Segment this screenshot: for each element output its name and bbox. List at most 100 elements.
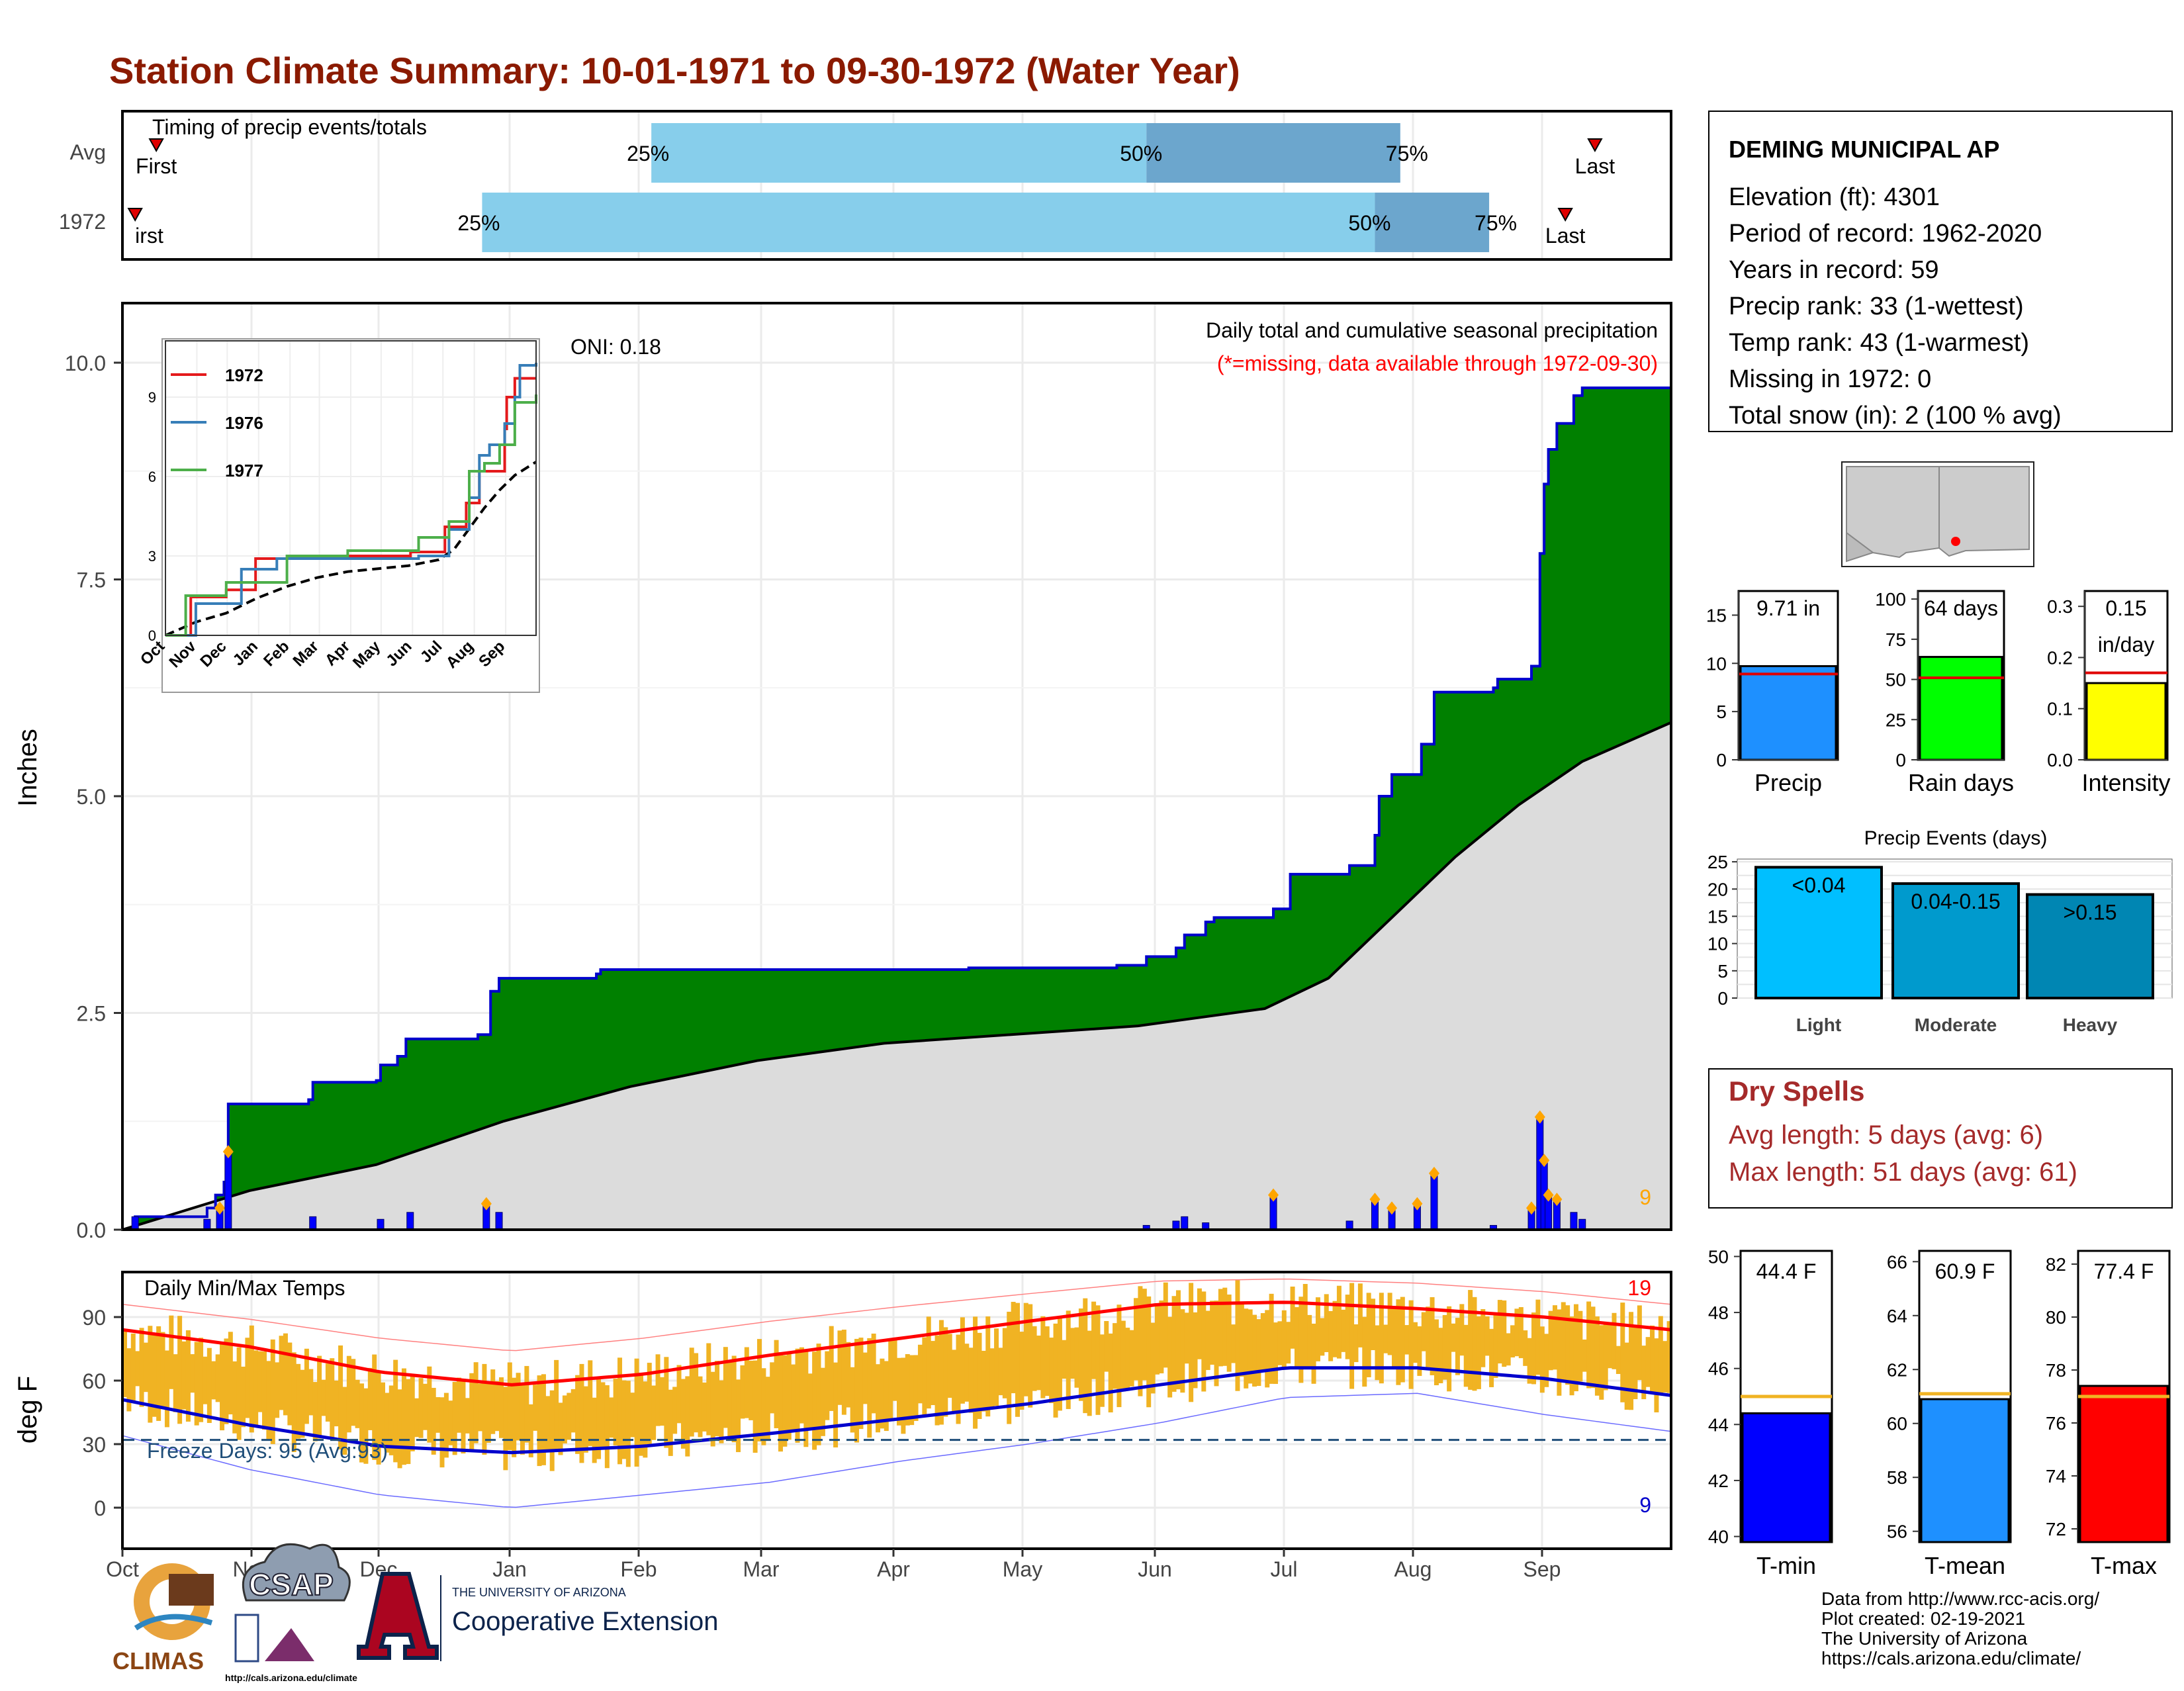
daily-temp-bar <box>1002 1328 1007 1398</box>
events-y-tick-label: 5 <box>1717 961 1728 982</box>
daily-temp-bar <box>630 1393 635 1438</box>
temp-summary-value-text: 77.4 F <box>2094 1259 2154 1283</box>
daily-temp-bar <box>909 1355 915 1426</box>
daily-temp-bar <box>203 1356 208 1404</box>
daily-temp-bar <box>1578 1310 1583 1382</box>
daily-temp-bar <box>1489 1328 1494 1387</box>
daily-temp-bar <box>1134 1298 1139 1381</box>
daily-temp-bar <box>1362 1316 1367 1387</box>
daily-temp-bar <box>499 1377 504 1438</box>
csap-logo: CSAP http://cals.arizona.edu/climate <box>225 1543 357 1683</box>
daily-temp-bar <box>761 1368 766 1445</box>
daily-temp-bar <box>892 1338 897 1401</box>
last-event-label: Last <box>1545 224 1586 248</box>
ua-logo: THE UNIVERSITY OF ARIZONA Cooperative Ex… <box>357 1572 718 1661</box>
events-y-tick-label: 15 <box>1707 906 1728 927</box>
daily-temp-bar <box>169 1315 174 1389</box>
daily-temp-bar <box>659 1377 664 1426</box>
temp-summary-tick-label: 46 <box>1708 1359 1729 1379</box>
daily-temp-bar <box>1120 1320 1126 1392</box>
csap-url-text: http://cals.arizona.edu/climate <box>225 1672 357 1683</box>
mini-bar-tick-label: 5 <box>1716 702 1727 722</box>
daily-temp-bar <box>312 1382 318 1441</box>
daily-temp-bar <box>985 1316 991 1417</box>
mini-bar-Precip <box>1739 665 1837 761</box>
daily-temp-bar <box>1641 1346 1647 1400</box>
daily-temp-bar <box>938 1320 944 1425</box>
daily-temp-bar <box>1345 1295 1350 1359</box>
season-totals-charts: 0 5 10 15 9.71 in Precip 0 25 50 75 100 64 days Rain… <box>1706 589 2171 796</box>
daily-temp-bar <box>533 1385 538 1431</box>
daily-temp-bar <box>1302 1283 1308 1367</box>
daily-temp-bar <box>457 1377 462 1433</box>
temp-avg-lines <box>122 1278 1672 1508</box>
timing-bars: 25% 50% 75% First Last 25% 50% 75% irst Last <box>127 123 1615 252</box>
daily-temp-bar <box>1620 1303 1625 1402</box>
mini-bar-tick-label: 25 <box>1886 709 1906 730</box>
daily-temp-bar <box>261 1351 267 1430</box>
events-y-tick-label: 10 <box>1707 934 1728 954</box>
daily-temp-bar <box>1565 1305 1570 1385</box>
mini-bar-tick-label: 0 <box>1716 750 1727 770</box>
daily-temp-bar <box>680 1379 686 1449</box>
daily-precip-rank-marker <box>214 1201 226 1215</box>
temp-panel: 0 30 60 90 deg F Daily Min/Max Temps Freeze… <box>13 1271 1672 1581</box>
daily-temp-bar <box>1430 1297 1435 1375</box>
daily-temp-bar <box>1332 1301 1338 1357</box>
daily-temp-bar <box>943 1327 948 1417</box>
daily-temp-bar <box>1311 1323 1316 1384</box>
timing-pct-25: 25% <box>627 142 669 165</box>
timing-bar-50-75 <box>1375 193 1490 252</box>
daily-temp-bar <box>1603 1323 1608 1391</box>
climas-logo-text: CLIMAS <box>113 1647 204 1674</box>
daily-temp-bar <box>545 1396 551 1450</box>
mini-bar-value-text: 64 days <box>1924 596 1998 620</box>
avg-max-line <box>122 1301 1672 1387</box>
daily-temp-bar <box>1586 1301 1592 1389</box>
mini-bar-value-text: in/day <box>2098 633 2154 657</box>
daily-temp-bar <box>1049 1338 1054 1403</box>
daily-temp-bar <box>143 1342 148 1393</box>
timing-panel-label: Timing of precip events/totals <box>152 115 427 139</box>
footer-credit-line: Plot created: 02-19-2021 <box>1821 1608 2025 1629</box>
month-tick-label: May <box>1003 1557 1042 1581</box>
daily-temp-bar <box>1510 1325 1516 1357</box>
daily-temp-bar <box>719 1380 724 1443</box>
daily-temp-bar <box>1433 1319 1439 1386</box>
precip-panel-subtitle: (*=missing, data available through 1972-… <box>1217 351 1658 375</box>
daily-temp-bar <box>1629 1312 1634 1410</box>
temp-summary-label: T-max <box>2091 1552 2157 1579</box>
daily-temp-bar <box>160 1332 165 1408</box>
daily-temp-bar <box>567 1393 572 1440</box>
daily-temp-bar <box>414 1398 420 1438</box>
daily-temp-bar <box>1074 1327 1079 1388</box>
daily-temp-bar <box>206 1348 212 1423</box>
dry-spells-avg: Avg length: 5 days (avg: 6) <box>1729 1120 2043 1150</box>
footer: CLIMAS CSAP http://cals.arizona.edu/clim… <box>113 1543 2099 1683</box>
daily-temp-bar <box>1142 1289 1147 1381</box>
daily-temp-bar <box>397 1389 402 1469</box>
daily-temp-bar <box>1426 1306 1431 1368</box>
daily-temp-bar <box>1294 1307 1299 1368</box>
daily-temp-bar <box>689 1348 694 1437</box>
daily-temp-bar <box>1658 1316 1663 1394</box>
daily-temp-bar <box>1451 1323 1456 1352</box>
daily-temp-bar <box>346 1355 351 1433</box>
dry-spells-box: Dry Spells Avg length: 5 days (avg: 6) M… <box>1708 1068 2173 1209</box>
daily-temp-bar <box>1375 1325 1380 1381</box>
daily-temp-bar <box>702 1382 707 1432</box>
daily-temp-bar <box>148 1326 153 1423</box>
daily-temp-bar <box>1573 1304 1578 1392</box>
events-x-label: Moderate <box>1915 1015 1997 1035</box>
daily-temp-bar <box>905 1353 910 1426</box>
daily-temp-bar <box>757 1339 762 1441</box>
daily-temp-bar <box>643 1381 648 1458</box>
daily-precip-bar <box>1430 1173 1438 1230</box>
temp-y-axis: 0 30 60 90 <box>82 1306 122 1520</box>
mini-bar-tick-label: 50 <box>1886 670 1906 690</box>
events-x-label: Light <box>1796 1015 1841 1035</box>
daily-temp-bar <box>850 1367 855 1433</box>
precip-cumulative-line <box>122 386 1671 1231</box>
daily-temp-bar <box>541 1374 546 1465</box>
